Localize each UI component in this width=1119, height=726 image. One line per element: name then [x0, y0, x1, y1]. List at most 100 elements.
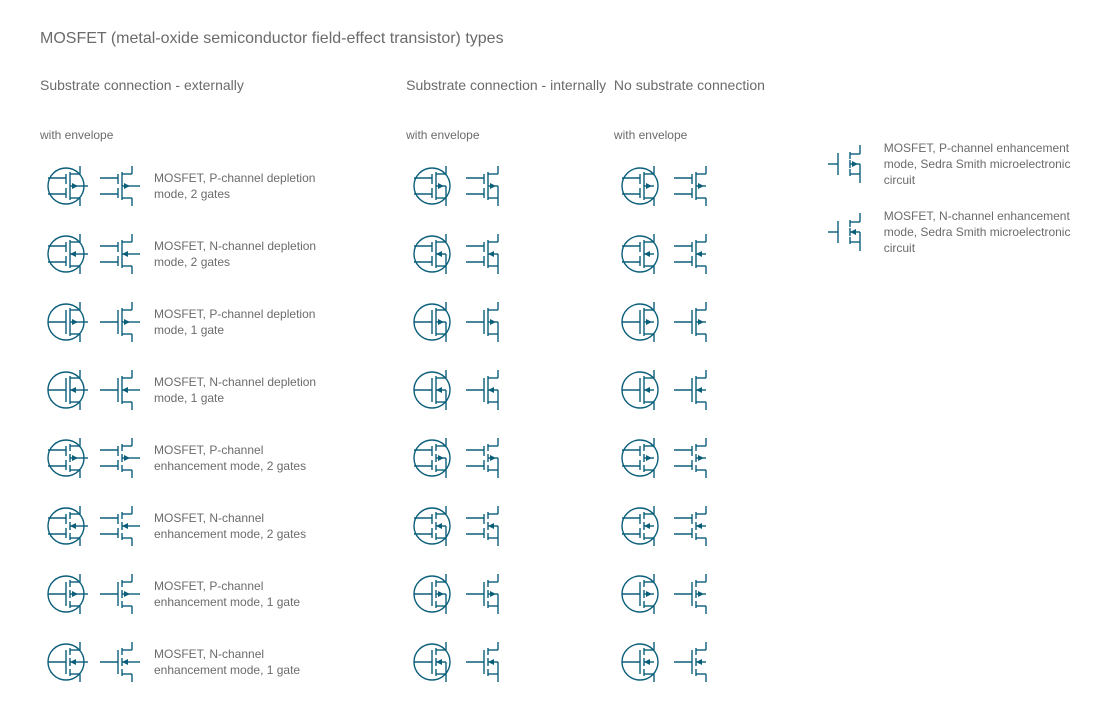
mosfet-icon — [666, 567, 718, 621]
mosfet-icon — [666, 227, 718, 281]
symbol-row — [614, 560, 822, 628]
symbol-row — [406, 628, 614, 696]
row-label: MOSFET, P-channel depletion mode, 2 gate… — [144, 170, 334, 202]
symbol-pair — [40, 295, 144, 349]
symbol-row — [614, 628, 822, 696]
symbol-pair — [614, 363, 718, 417]
symbol-row: MOSFET, N-channel enhancement mode, 2 ga… — [40, 492, 406, 560]
mosfet-icon — [666, 499, 718, 553]
mosfet-icon — [406, 567, 458, 621]
mosfet-icon — [40, 431, 92, 485]
mosfet-icon — [458, 363, 510, 417]
col2-rows — [406, 152, 614, 696]
row-label: MOSFET, N-channel depletion mode, 2 gate… — [144, 238, 334, 270]
row-label: MOSFET, N-channel enhancement mode, 2 ga… — [144, 510, 334, 542]
mosfet-icon — [92, 363, 144, 417]
mosfet-icon — [40, 227, 92, 281]
symbol-row — [406, 220, 614, 288]
col-heading: Substrate connection - externally — [40, 76, 406, 114]
symbol-pair — [614, 227, 718, 281]
symbol-row: MOSFET, N-channel depletion mode, 2 gate… — [40, 220, 406, 288]
symbol-row — [614, 152, 822, 220]
symbol-row: MOSFET, P-channel depletion mode, 1 gate — [40, 288, 406, 356]
symbol-row: MOSFET, N-channel enhancement mode, Sedr… — [822, 198, 1079, 266]
mosfet-icon — [92, 431, 144, 485]
mosfet-icon — [666, 159, 718, 213]
mosfet-icon — [614, 295, 666, 349]
mosfet-icon — [666, 363, 718, 417]
mosfet-icon — [614, 159, 666, 213]
symbol-row — [614, 424, 822, 492]
symbol-pair — [406, 567, 510, 621]
column-external: Substrate connection - externally with e… — [40, 76, 406, 696]
symbol-row — [406, 424, 614, 492]
mosfet-icon — [40, 635, 92, 689]
mosfet-icon — [458, 227, 510, 281]
symbol-row: MOSFET, P-channel enhancement mode, 1 ga… — [40, 560, 406, 628]
mosfet-icon — [458, 159, 510, 213]
col-sublabel: with envelope — [614, 128, 822, 142]
symbol-pair — [406, 159, 510, 213]
mosfet-icon — [458, 295, 510, 349]
symbol-row: MOSFET, N-channel depletion mode, 1 gate — [40, 356, 406, 424]
mosfet-icon — [406, 363, 458, 417]
symbol-pair — [406, 295, 510, 349]
mosfet-icon — [458, 635, 510, 689]
mosfet-icon — [614, 363, 666, 417]
row-label: MOSFET, P-channel enhancement mode, 2 ga… — [144, 442, 334, 474]
mosfet-sedra-icon — [822, 137, 874, 191]
symbol-row — [406, 288, 614, 356]
symbol-row: MOSFET, P-channel enhancement mode, 2 ga… — [40, 424, 406, 492]
mosfet-icon — [666, 635, 718, 689]
mosfet-icon — [92, 567, 144, 621]
mosfet-icon — [92, 499, 144, 553]
mosfet-icon — [92, 295, 144, 349]
mosfet-icon — [406, 499, 458, 553]
row-label: MOSFET, N-channel enhancement mode, Sedr… — [874, 208, 1074, 257]
mosfet-icon — [40, 295, 92, 349]
mosfet-icon — [406, 635, 458, 689]
symbol-pair — [614, 499, 718, 553]
symbol-pair — [406, 431, 510, 485]
mosfet-icon — [406, 227, 458, 281]
mosfet-icon — [406, 295, 458, 349]
symbol-row — [406, 492, 614, 560]
symbol-row: MOSFET, P-channel depletion mode, 2 gate… — [40, 152, 406, 220]
symbol-row: MOSFET, P-channel enhancement mode, Sedr… — [822, 130, 1079, 198]
row-label: MOSFET, P-channel enhancement mode, 1 ga… — [144, 578, 334, 610]
symbol-pair — [40, 431, 144, 485]
mosfet-icon — [40, 499, 92, 553]
symbol-pair — [614, 159, 718, 213]
symbol-row — [614, 356, 822, 424]
col3-rows — [614, 152, 822, 696]
col-heading: Substrate connection - internally — [406, 76, 614, 114]
symbol-pair — [40, 635, 144, 689]
mosfet-icon — [406, 431, 458, 485]
row-label: MOSFET, P-channel enhancement mode, Sedr… — [874, 140, 1074, 189]
row-label: MOSFET, N-channel enhancement mode, 1 ga… — [144, 646, 334, 678]
symbol-pair — [406, 227, 510, 281]
symbol-pair — [614, 635, 718, 689]
mosfet-icon — [40, 567, 92, 621]
page-title: MOSFET (metal-oxide semiconductor field-… — [40, 30, 1079, 48]
symbol-pair — [40, 227, 144, 281]
mosfet-icon — [92, 159, 144, 213]
extra-rows: MOSFET, P-channel enhancement mode, Sedr… — [822, 130, 1079, 266]
column-none: No substrate connection with envelope — [614, 76, 822, 696]
symbol-row — [614, 220, 822, 288]
symbol-row: MOSFET, N-channel enhancement mode, 1 ga… — [40, 628, 406, 696]
symbol-pair — [40, 567, 144, 621]
mosfet-icon — [666, 295, 718, 349]
col-heading: No substrate connection — [614, 76, 822, 114]
symbol-pair — [406, 363, 510, 417]
symbol-row — [406, 356, 614, 424]
mosfet-icon — [40, 159, 92, 213]
symbol-pair — [614, 431, 718, 485]
symbol-row — [406, 560, 614, 628]
mosfet-icon — [666, 431, 718, 485]
mosfet-icon — [458, 431, 510, 485]
mosfet-sedra-icon — [822, 205, 874, 259]
symbol-pair — [40, 159, 144, 213]
symbol-pair — [406, 635, 510, 689]
column-internal: Substrate connection - internally with e… — [406, 76, 614, 696]
